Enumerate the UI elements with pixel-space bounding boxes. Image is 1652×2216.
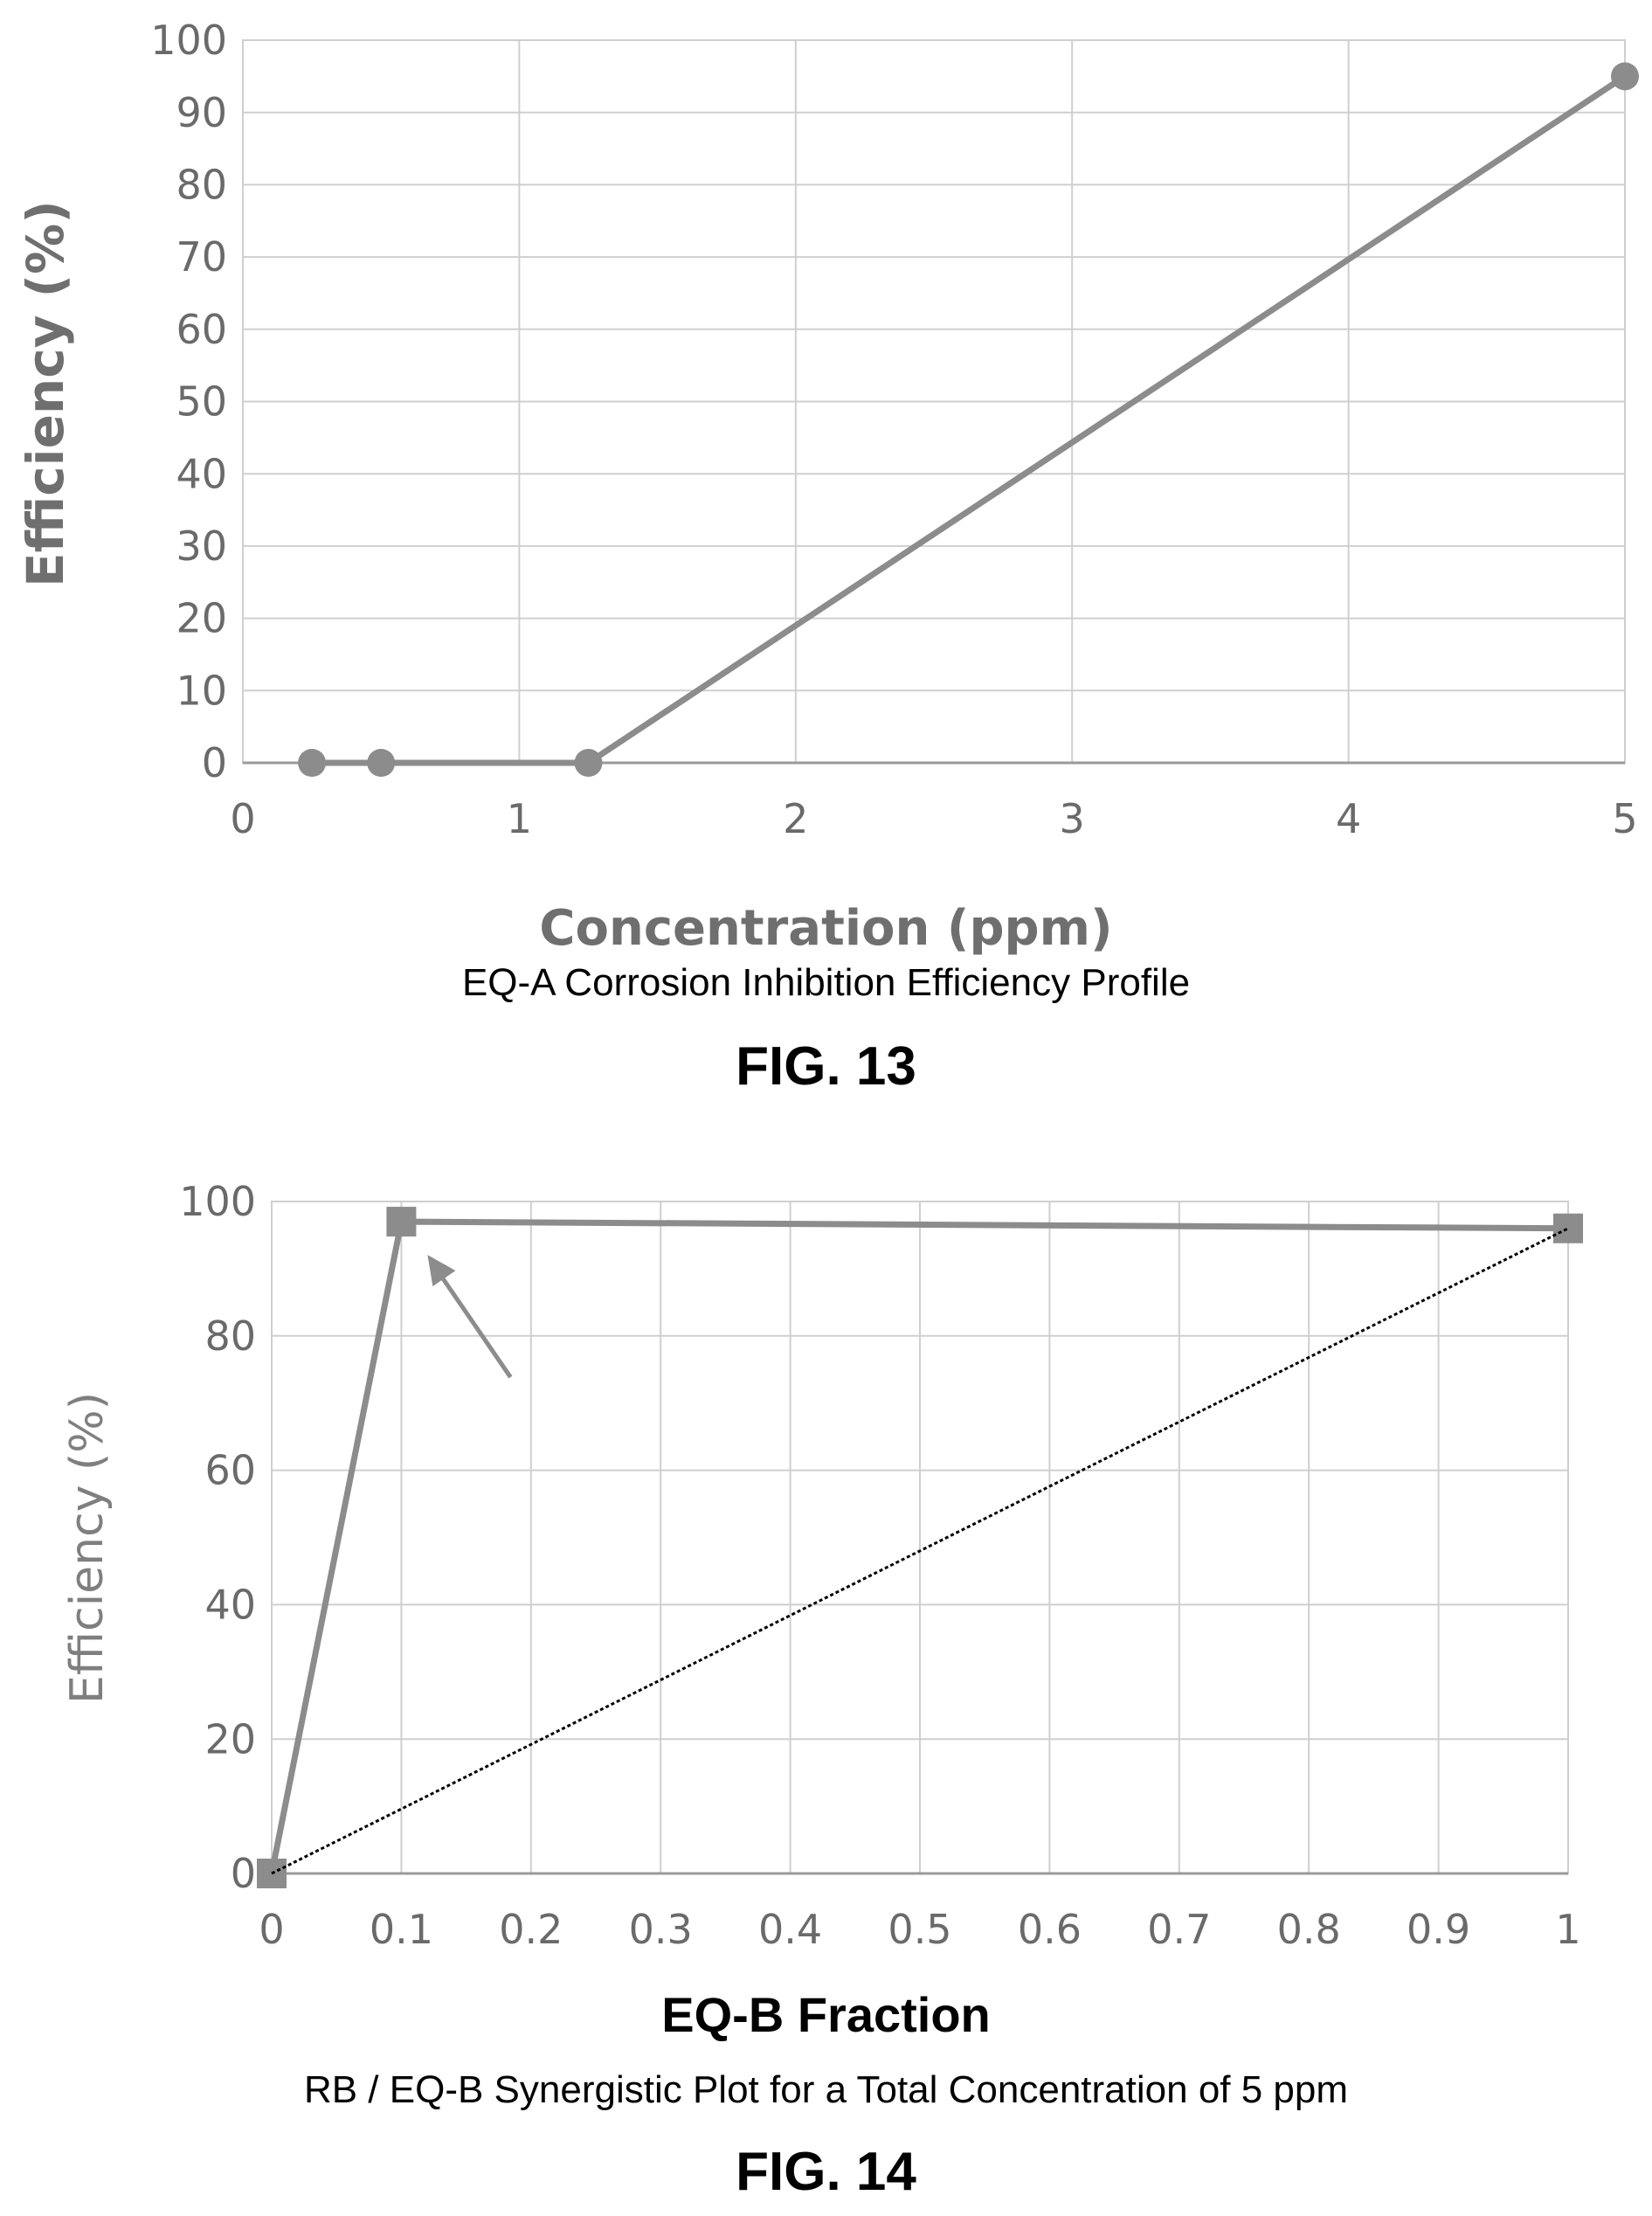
chart-13-subtitle: EQ-A Corrosion Inhibition Efficiency Pro…: [461, 961, 1191, 1004]
series-0-line: [312, 73, 1627, 766]
fig-14-label: FIG. 14: [736, 2142, 916, 2202]
x-tick-label: 5: [1612, 795, 1637, 842]
series-0-point: [1553, 1213, 1583, 1243]
figure-14: 0 20 40 60 80 100 0 0.1 0.2 0.3 0.4 0.5 0.6 0.7 0.8 0.9…: [0, 1136, 1652, 2216]
x-tick-label: 0.7: [1147, 1906, 1211, 1953]
x-tick-label: 0.2: [499, 1906, 563, 1953]
series-0-point: [298, 749, 327, 777]
x-tick-label: 1: [507, 795, 532, 842]
chart-13-y-axis-label: Efficiency (%): [16, 200, 75, 587]
y-tick-label: 40: [176, 450, 227, 497]
y-tick-label: 70: [176, 233, 227, 280]
x-tick-label: 3: [1060, 795, 1085, 842]
series-0-point: [574, 749, 603, 777]
series-1-line: [271, 1227, 1569, 1875]
y-tick-label: 80: [204, 1312, 256, 1360]
x-tick-label: 4: [1336, 795, 1361, 842]
y-tick-label: 90: [176, 89, 227, 136]
y-tick-label: 0: [202, 739, 227, 786]
chart-14-y-axis-label: Efficiency (%): [61, 1392, 114, 1704]
x-tick-label: 0.4: [758, 1906, 822, 1953]
y-tick-label: 50: [176, 378, 227, 426]
y-tick-label: 0: [231, 1850, 256, 1897]
annotation-arrow-head: [427, 1255, 456, 1287]
x-tick-label: 0: [230, 795, 255, 842]
x-tick-label: 0.6: [1018, 1906, 1082, 1953]
x-tick-label: 0.8: [1277, 1906, 1341, 1953]
chart-14-canvas: 0 20 40 60 80 100 0 0.1 0.2 0.3 0.4 0.5 0.6 0.7 0.8 0.9…: [179, 1178, 1583, 1953]
y-tick-label: 20: [176, 595, 227, 642]
y-tick-label: 30: [176, 523, 227, 570]
y-tick-label: 20: [204, 1715, 256, 1762]
chart-13-x-axis-label: Concentration (ppm): [539, 900, 1113, 957]
chart-13-canvas: 0 10 20 30 40 50 60 70 80 90 100 0 1 2 3 4 5: [150, 17, 1639, 842]
y-tick-label: 80: [176, 162, 227, 209]
x-tick-label: 0.5: [888, 1906, 951, 1953]
y-tick-label: 10: [176, 667, 227, 714]
chart-14-subtitle: RB / EQ-B Synergistic Plot for a Total C…: [303, 2068, 1349, 2111]
x-tick-label: 1: [1555, 1906, 1580, 1953]
series-0-point: [386, 1207, 417, 1237]
chart-14-x-axis-label: EQ-B Fraction: [661, 1987, 991, 2042]
series-0-point: [367, 749, 396, 777]
x-tick-label: 2: [783, 795, 808, 842]
fig-13-label: FIG. 13: [736, 1036, 916, 1097]
figure-13: 0 10 20 30 40 50 60 70 80 90 100 0 1 2 3 4 5 Efficiency …: [16, 17, 1639, 1097]
x-tick-label: 0: [259, 1906, 284, 1953]
y-tick-label: 60: [204, 1447, 256, 1494]
x-tick-label: 0.1: [370, 1906, 433, 1953]
x-tick-label: 0.3: [629, 1906, 693, 1953]
x-tick-label: 0.9: [1407, 1906, 1470, 1953]
series-0-point: [1611, 62, 1639, 91]
y-tick-label: 40: [204, 1582, 256, 1629]
annotation-arrow-shaft: [434, 1267, 513, 1379]
y-tick-label: 100: [150, 17, 227, 64]
y-tick-label: 100: [179, 1178, 256, 1225]
y-tick-label: 60: [176, 306, 227, 353]
